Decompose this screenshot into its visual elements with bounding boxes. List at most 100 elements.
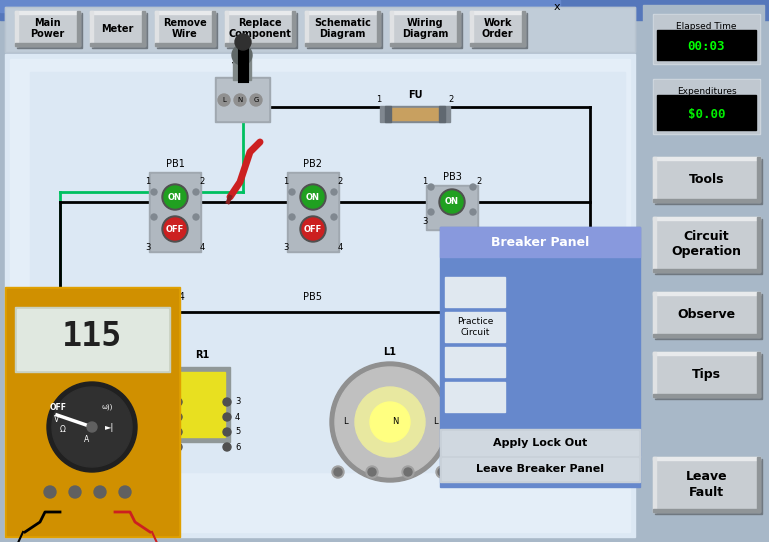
Bar [653,352,656,397]
Bar [655,354,762,399]
Bar [445,277,505,307]
Bar [653,157,656,202]
Circle shape [164,218,186,240]
Bar [655,159,762,204]
Text: ω)): ω)) [102,404,113,410]
Text: ON: ON [445,197,459,207]
Bar [142,11,145,46]
Circle shape [368,468,376,476]
Bar [380,106,450,122]
Bar [377,11,380,46]
Bar [307,13,382,48]
Bar [653,457,760,512]
Bar [653,217,760,220]
Text: 4: 4 [199,242,205,251]
Bar [17,309,168,370]
Text: Apply Lock Out: Apply Lock Out [493,438,587,448]
Bar [520,383,578,411]
Bar [180,372,225,437]
Text: OFF: OFF [166,224,184,234]
Bar [0,0,560,12]
Bar [655,459,762,514]
Circle shape [332,466,344,478]
Circle shape [289,189,295,195]
Circle shape [151,214,157,220]
Circle shape [232,45,252,65]
Text: Ω: Ω [60,424,66,434]
Circle shape [302,186,324,208]
Bar [155,11,158,46]
Text: V: V [54,415,59,423]
Bar [5,7,635,52]
Bar [90,11,145,14]
Bar [440,429,640,457]
Circle shape [223,398,231,406]
Text: 3: 3 [235,397,241,406]
Circle shape [44,486,56,498]
Circle shape [193,214,199,220]
Bar [520,313,578,341]
Text: 4: 4 [235,412,240,422]
Text: ►|: ►| [105,423,115,431]
Bar [472,13,527,48]
Text: 3: 3 [283,242,288,251]
Bar [155,43,215,46]
Text: PB4: PB4 [165,292,185,302]
Bar [653,292,760,295]
Bar [653,457,760,460]
Bar [530,292,560,302]
Text: N: N [392,417,398,427]
Circle shape [331,214,337,220]
Bar [387,108,443,120]
Bar [15,11,18,46]
Text: ON: ON [168,192,182,202]
Bar [470,11,473,46]
Circle shape [193,189,199,195]
Bar [757,292,760,337]
Text: x: x [554,2,561,12]
Bar [653,352,760,355]
Bar [5,287,180,537]
Circle shape [151,189,157,195]
Text: 6: 6 [235,442,241,451]
Text: ON: ON [567,321,573,333]
Bar [390,11,393,46]
Text: Meter: Meter [102,23,134,34]
Bar [654,15,759,63]
Circle shape [300,184,326,210]
Bar [757,217,760,272]
Bar [530,362,560,372]
Bar [457,11,460,46]
Circle shape [223,413,231,421]
Bar [225,11,228,46]
Bar [225,11,295,14]
Bar [653,79,760,134]
Bar [530,397,560,407]
Text: ON: ON [567,286,573,298]
Bar [0,0,769,20]
Text: Replace
Component: Replace Component [228,18,291,40]
Bar [655,219,762,274]
Circle shape [404,468,412,476]
Circle shape [218,94,230,106]
Bar [653,334,760,337]
Circle shape [331,189,337,195]
Bar [530,387,560,407]
Bar [292,11,295,46]
Text: Practice
Circuit: Practice Circuit [457,317,493,337]
Bar [445,347,505,377]
Bar [653,352,760,397]
Bar [653,394,760,397]
Circle shape [162,184,188,210]
Text: $0.00: $0.00 [687,108,725,121]
Text: Remove
Wire: Remove Wire [163,18,207,40]
Bar [653,217,760,272]
Bar [305,43,380,46]
Text: ON: ON [306,192,320,202]
Bar [390,11,460,46]
Text: Schematic
Diagram: Schematic Diagram [314,18,371,40]
Circle shape [47,382,137,472]
Bar [530,352,560,372]
Circle shape [300,216,326,242]
Bar [390,11,460,14]
